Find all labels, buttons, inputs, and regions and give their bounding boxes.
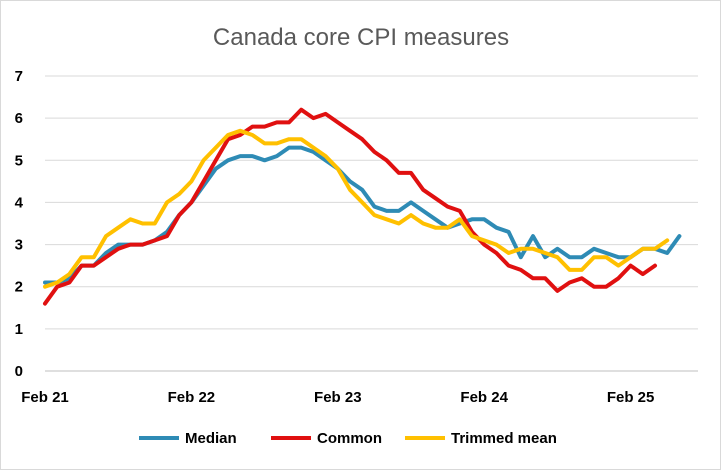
- y-tick-label: 3: [15, 237, 23, 254]
- series-layer: [43, 107, 682, 306]
- x-tick-label: Feb 25: [607, 389, 655, 406]
- series-line-common: [43, 107, 657, 306]
- series-line-trimmed-mean: [43, 128, 670, 289]
- x-tick-label: Feb 21: [21, 389, 69, 406]
- y-tick-label: 0: [15, 363, 23, 380]
- chart-title: Canada core CPI measures: [213, 24, 509, 51]
- x-tick-label: Feb 24: [460, 389, 508, 406]
- y-tick-label: 1: [15, 321, 23, 338]
- legend-label: Trimmed mean: [451, 430, 557, 447]
- y-tick-label: 6: [15, 110, 23, 127]
- series-line-median: [43, 145, 682, 285]
- x-tick-label: Feb 22: [168, 389, 216, 406]
- x-axis: Feb 21 Feb 22 Feb 23 Feb 24 Feb 25: [21, 389, 654, 406]
- legend-label: Common: [317, 430, 382, 447]
- legend: Median Common Trimmed mean: [139, 430, 557, 447]
- legend-label: Median: [185, 430, 237, 447]
- y-axis: 0 1 2 3 4 5 6 7: [15, 68, 24, 380]
- y-tick-label: 7: [15, 68, 23, 85]
- y-tick-label: 4: [15, 194, 24, 211]
- y-tick-label: 5: [15, 152, 23, 169]
- x-tick-label: Feb 23: [314, 389, 362, 406]
- y-tick-label: 2: [15, 279, 23, 296]
